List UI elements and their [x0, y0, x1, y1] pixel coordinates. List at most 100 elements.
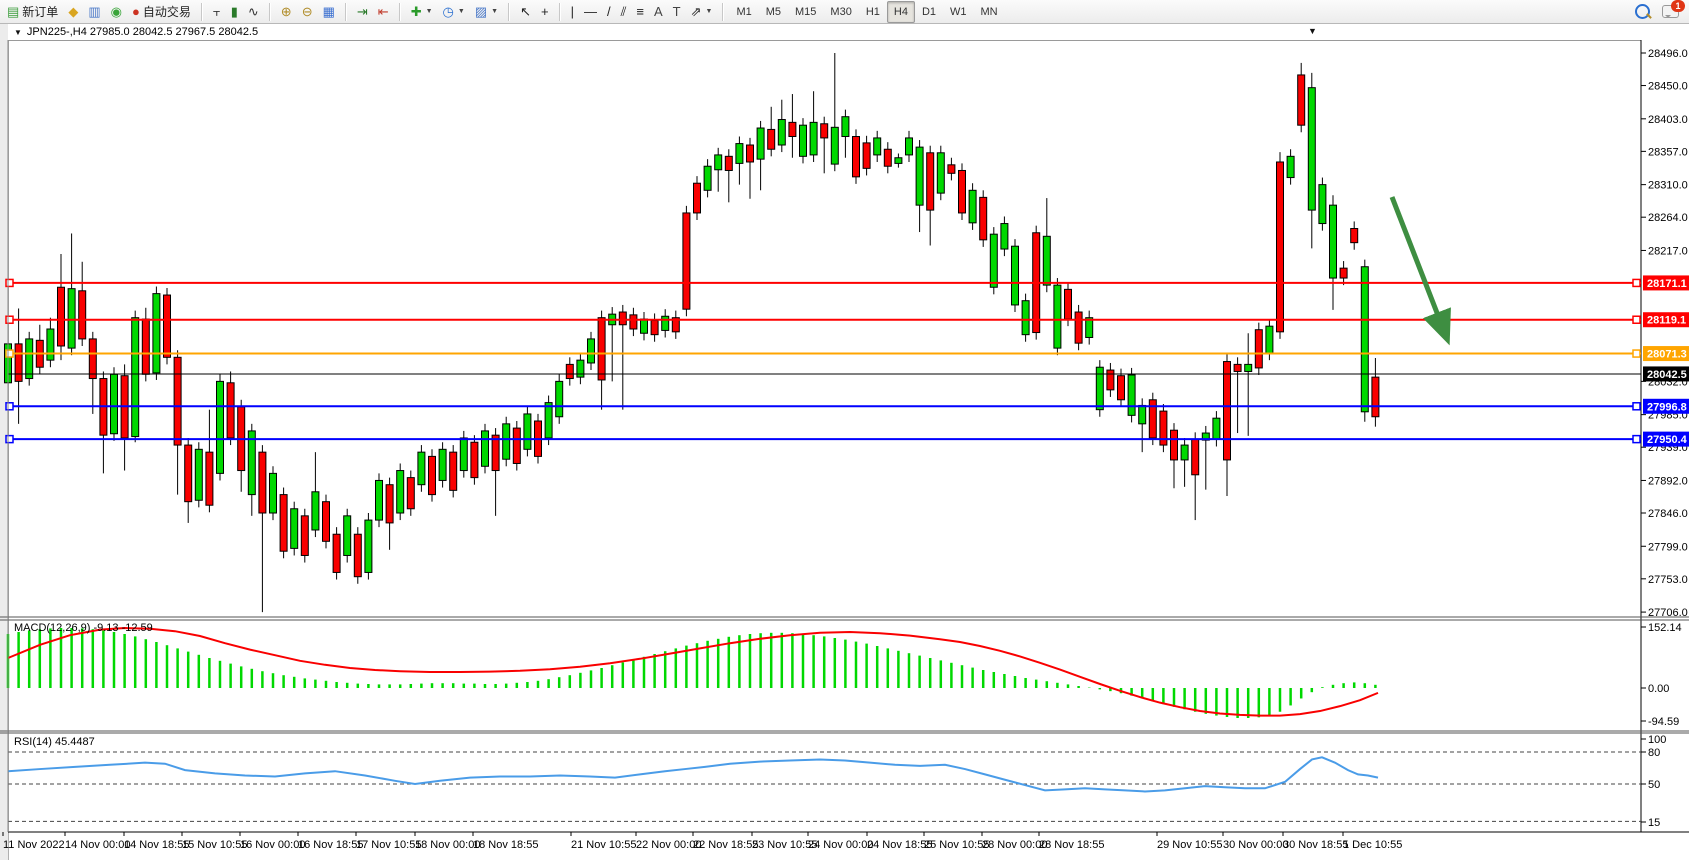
- candle-body: [756, 127, 765, 160]
- bar-chart-button[interactable]: ⫟: [208, 1, 226, 23]
- chevron-down-icon[interactable]: ▼: [491, 8, 499, 15]
- new-order-button[interactable]: ▤ 新订单: [2, 1, 63, 23]
- candle-body: [1265, 325, 1274, 354]
- candle-body: [459, 437, 468, 472]
- vertical-line-icon: |: [570, 4, 574, 19]
- tile-windows-button[interactable]: ▦: [318, 1, 340, 23]
- channel-button[interactable]: ⫽: [616, 1, 632, 23]
- horizontal-line-button[interactable]: —: [579, 1, 602, 23]
- timeframe-button-h4[interactable]: H4: [886, 0, 915, 23]
- gold-ingot-button[interactable]: ◆: [63, 1, 83, 23]
- price-tick-label: 28357.0: [1648, 146, 1688, 158]
- auto-trading-icon: ●: [131, 4, 140, 19]
- arrows-button[interactable]: ⇗ ▼: [686, 1, 718, 23]
- hline-handle[interactable]: [1632, 315, 1641, 324]
- price-line-badge-label: 28042.5: [1647, 369, 1687, 381]
- candle-body: [438, 448, 447, 481]
- candle-body: [163, 294, 171, 358]
- hline-handle[interactable]: [1632, 349, 1641, 358]
- candle-body: [470, 441, 479, 479]
- candle-body: [375, 479, 383, 521]
- timeframe-button-h1[interactable]: H1: [865, 5, 880, 18]
- candle-body: [873, 137, 882, 156]
- horizontal-line-icon: —: [583, 4, 597, 19]
- chevron-down-icon[interactable]: ▼: [457, 8, 465, 15]
- hline-handle[interactable]: [1632, 434, 1641, 444]
- templates-button[interactable]: ▨ ▼: [470, 1, 503, 23]
- chart-flag-icon[interactable]: ▼: [1308, 26, 1317, 36]
- macd-scale-label: 0.00: [1648, 683, 1669, 695]
- timeframe-button-d1[interactable]: D1: [921, 5, 937, 18]
- trendline-button[interactable]: /: [602, 1, 616, 23]
- chart-canvas[interactable]: 11 Nov 2022 14 Nov 00:00 14 Nov 18:55 15 No…: [0, 40, 1689, 860]
- timeframe-button-m5[interactable]: M5: [765, 5, 782, 18]
- candlestick-button[interactable]: ▮: [226, 1, 243, 23]
- candle-body: [979, 196, 988, 241]
- candle-body: [141, 318, 150, 375]
- candle-body: [1339, 267, 1348, 279]
- candle-body: [597, 317, 606, 381]
- timeframe-button-m15[interactable]: M15: [795, 5, 817, 18]
- hline-handle[interactable]: [5, 278, 14, 288]
- candle-body: [1360, 266, 1369, 413]
- trendline-icon: /: [606, 4, 611, 19]
- hline-handle[interactable]: [1632, 278, 1641, 288]
- auto-trading-button[interactable]: ● 自动交易: [127, 1, 196, 23]
- trend-arrow-annotation[interactable]: [1389, 196, 1451, 346]
- timeframe-button-m30[interactable]: M30: [830, 5, 852, 18]
- zoom-in-button[interactable]: ⊕: [276, 1, 297, 23]
- timeframe-button-mn[interactable]: MN: [980, 5, 998, 18]
- hline-handle[interactable]: [5, 402, 14, 411]
- time-label: 15 Nov 10:55: [182, 839, 247, 851]
- bar-chart-icon: ⫟: [212, 4, 221, 19]
- timeframe-button-w1[interactable]: W1: [950, 5, 967, 18]
- candlestick-icon: ▮: [230, 4, 238, 19]
- candle-body: [830, 126, 839, 165]
- candle-body: [703, 165, 712, 191]
- candle-body: [67, 288, 76, 349]
- line-chart-button[interactable]: ∿: [243, 1, 264, 23]
- candle-body: [1095, 366, 1104, 411]
- hline-handle[interactable]: [5, 349, 14, 358]
- zoom-out-button[interactable]: ⊖: [297, 1, 318, 23]
- cursor-button[interactable]: ↖: [515, 1, 536, 23]
- price-line-badge: [1643, 346, 1689, 362]
- price-tick-label: 28264.0: [1648, 212, 1688, 224]
- vertical-line-button[interactable]: |: [566, 1, 579, 23]
- text-button[interactable]: A: [649, 1, 668, 23]
- chart-shift-button[interactable]: ⇥: [352, 1, 373, 23]
- price-line-badge: [1643, 275, 1689, 291]
- candle-body: [1286, 155, 1295, 179]
- signal-button[interactable]: ◉: [106, 1, 127, 23]
- candle-body: [926, 152, 935, 211]
- candle-body: [788, 121, 797, 138]
- candle-body: [958, 169, 966, 214]
- candle-body: [1148, 399, 1157, 439]
- charts-window-button[interactable]: ▥: [83, 1, 105, 23]
- crosshair-button[interactable]: +: [536, 1, 554, 23]
- candle-body: [322, 501, 330, 542]
- hline-handle[interactable]: [1632, 402, 1641, 411]
- symbol-dropdown-icon[interactable]: ▼: [14, 27, 22, 37]
- timeframe-button-m1[interactable]: M1: [736, 5, 752, 18]
- auto-scroll-button[interactable]: ⇤: [373, 1, 394, 23]
- hline-handle[interactable]: [5, 315, 14, 324]
- price-tick-label: 27706.0: [1648, 607, 1688, 619]
- candle-body: [343, 515, 352, 556]
- candle-body: [364, 519, 373, 573]
- periods-button[interactable]: ◷ ▼: [438, 1, 470, 23]
- search-icon[interactable]: [1635, 4, 1650, 19]
- notifications-icon[interactable]: 1: [1662, 0, 1685, 18]
- hline-handle[interactable]: [5, 434, 14, 444]
- chevron-down-icon[interactable]: ▼: [705, 8, 713, 15]
- line-chart-icon: ∿: [247, 4, 259, 19]
- text-label-button[interactable]: T: [668, 1, 686, 23]
- candle-body: [576, 359, 585, 378]
- time-label: 30 Nov 18:55: [1283, 839, 1348, 851]
- fibonacci-button[interactable]: ≡: [631, 1, 649, 23]
- chevron-down-icon[interactable]: ▼: [425, 8, 433, 15]
- candle-body: [947, 164, 956, 174]
- candle-body: [1254, 329, 1263, 369]
- add-indicator-button[interactable]: ✚ ▼: [406, 1, 438, 23]
